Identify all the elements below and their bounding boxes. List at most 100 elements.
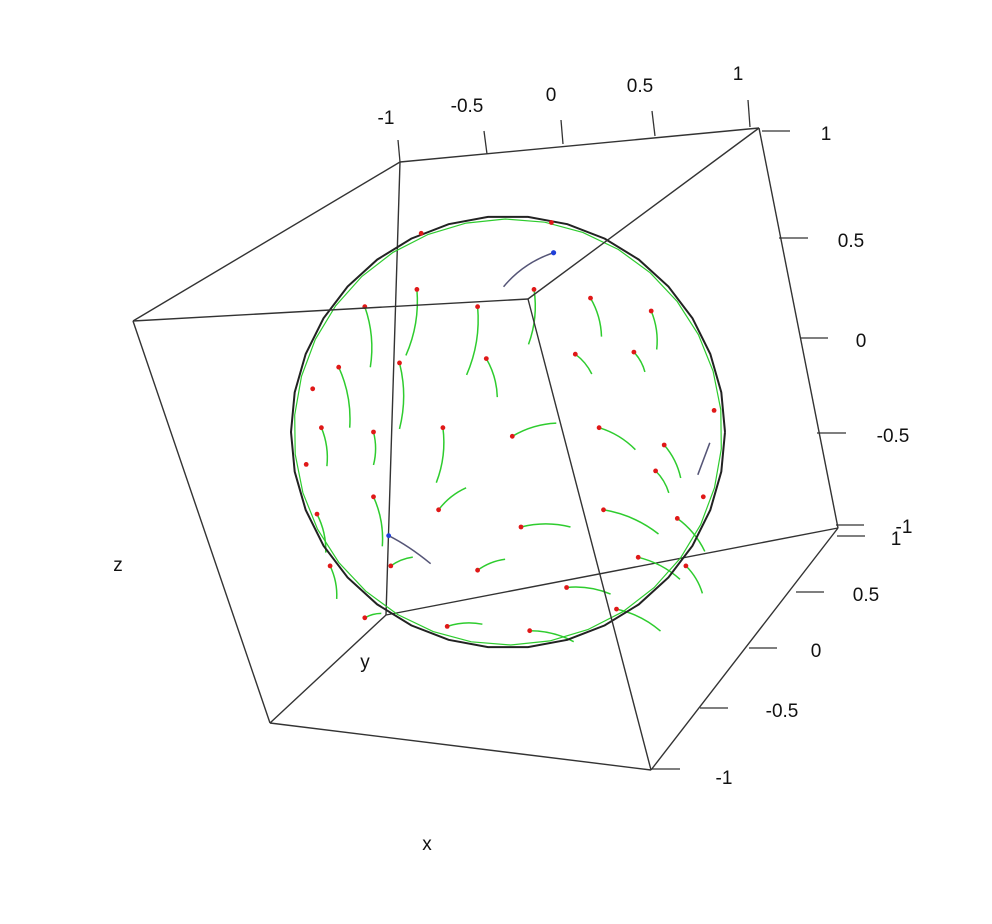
data-point bbox=[418, 230, 424, 236]
dark-trail-line bbox=[502, 252, 554, 288]
data-point bbox=[397, 360, 402, 366]
trail-line bbox=[663, 444, 682, 479]
z-tick-label: 1 bbox=[821, 124, 832, 145]
bounding-box-back bbox=[269, 161, 839, 724]
data-point bbox=[436, 507, 441, 513]
data-point bbox=[700, 494, 706, 500]
x-tick-mark bbox=[747, 99, 751, 128]
box-edge bbox=[132, 320, 271, 724]
box-edge bbox=[132, 161, 401, 322]
z-tick-label: -0.5 bbox=[877, 426, 910, 447]
data-point bbox=[631, 349, 637, 355]
highlight-point bbox=[550, 250, 557, 256]
trail-line bbox=[655, 470, 670, 494]
data-point bbox=[549, 220, 554, 225]
data-point bbox=[509, 433, 515, 439]
trail-line bbox=[372, 431, 377, 466]
box-edge bbox=[269, 722, 652, 771]
trail-line bbox=[676, 517, 706, 552]
box-edge bbox=[527, 298, 652, 771]
trail-line bbox=[589, 297, 603, 337]
box-edge bbox=[399, 127, 760, 163]
trail-line bbox=[520, 523, 571, 528]
trail-line bbox=[633, 351, 646, 373]
data-point bbox=[388, 563, 394, 569]
trail-line bbox=[685, 565, 704, 594]
trail-line bbox=[574, 353, 593, 375]
data-point bbox=[414, 287, 420, 292]
x-tick-label: 0 bbox=[546, 85, 557, 106]
trail-line bbox=[598, 426, 636, 451]
bounding-box-front bbox=[132, 127, 839, 771]
x-tick-mark bbox=[651, 110, 656, 137]
z-tick-label: -1 bbox=[896, 517, 913, 538]
data-point bbox=[674, 516, 680, 521]
data-point bbox=[483, 356, 489, 361]
data-point bbox=[648, 308, 654, 314]
trail-line bbox=[638, 556, 681, 580]
data-point bbox=[475, 567, 480, 573]
z-tick-label: 0 bbox=[856, 331, 867, 352]
trail-line bbox=[435, 427, 445, 483]
y-tick-label: 1 bbox=[891, 529, 902, 550]
data-point bbox=[440, 425, 446, 431]
sphere-silhouette bbox=[289, 215, 726, 649]
trail-line bbox=[329, 565, 338, 599]
box-edge bbox=[385, 161, 401, 616]
data-point bbox=[564, 585, 569, 590]
box-edge bbox=[650, 527, 839, 771]
data-point bbox=[303, 462, 309, 467]
trail-line bbox=[320, 427, 329, 467]
trail-line bbox=[465, 306, 479, 376]
data-point bbox=[310, 386, 316, 392]
trail-line bbox=[364, 612, 382, 619]
trail-line bbox=[603, 509, 659, 535]
box-edge bbox=[527, 127, 760, 300]
x-tick-mark bbox=[397, 139, 401, 163]
trail-line bbox=[511, 422, 557, 437]
data-point bbox=[635, 554, 641, 560]
box-edge bbox=[758, 127, 839, 529]
y-axis-label: y bbox=[360, 652, 370, 673]
trail-line bbox=[372, 496, 384, 547]
data-point bbox=[319, 425, 324, 431]
dark-trail-line bbox=[388, 535, 432, 565]
y-tick-label: 0.5 bbox=[853, 585, 879, 606]
data-point bbox=[475, 304, 480, 310]
y-tick-label: -1 bbox=[716, 768, 733, 789]
data-point bbox=[614, 606, 619, 612]
data-points bbox=[303, 220, 717, 634]
z-tick-label: 0.5 bbox=[838, 231, 864, 252]
z-axis-ticks: 1 0.5 0 -0.5 -1 bbox=[762, 124, 912, 538]
trail-line bbox=[446, 622, 483, 628]
data-point bbox=[683, 563, 689, 569]
trail-line bbox=[485, 358, 499, 398]
sphere-outline bbox=[289, 215, 726, 649]
data-point bbox=[444, 624, 450, 629]
x-tick-label: -0.5 bbox=[451, 96, 484, 117]
x-tick-mark bbox=[483, 130, 488, 155]
highlight-point bbox=[386, 533, 392, 539]
trail-line bbox=[398, 362, 405, 430]
box-edge bbox=[269, 614, 387, 724]
x-tick-mark bbox=[560, 119, 564, 145]
box-edge bbox=[132, 298, 529, 322]
data-point bbox=[336, 364, 342, 370]
x-axis-label: x bbox=[422, 834, 432, 855]
box-edge bbox=[385, 527, 839, 616]
data-point bbox=[371, 494, 376, 500]
data-point bbox=[518, 524, 524, 530]
trail-line bbox=[477, 558, 506, 571]
data-point bbox=[362, 615, 368, 621]
y-tick-label: -0.5 bbox=[766, 701, 799, 722]
trail-line bbox=[390, 556, 413, 567]
data-point bbox=[531, 287, 537, 292]
data-point bbox=[588, 295, 593, 301]
x-tick-label: 0.5 bbox=[627, 76, 653, 97]
data-point bbox=[572, 351, 578, 357]
data-point bbox=[327, 563, 333, 569]
trail-line bbox=[438, 487, 467, 511]
x-tick-label: -1 bbox=[378, 108, 395, 129]
trail-line bbox=[338, 366, 351, 428]
